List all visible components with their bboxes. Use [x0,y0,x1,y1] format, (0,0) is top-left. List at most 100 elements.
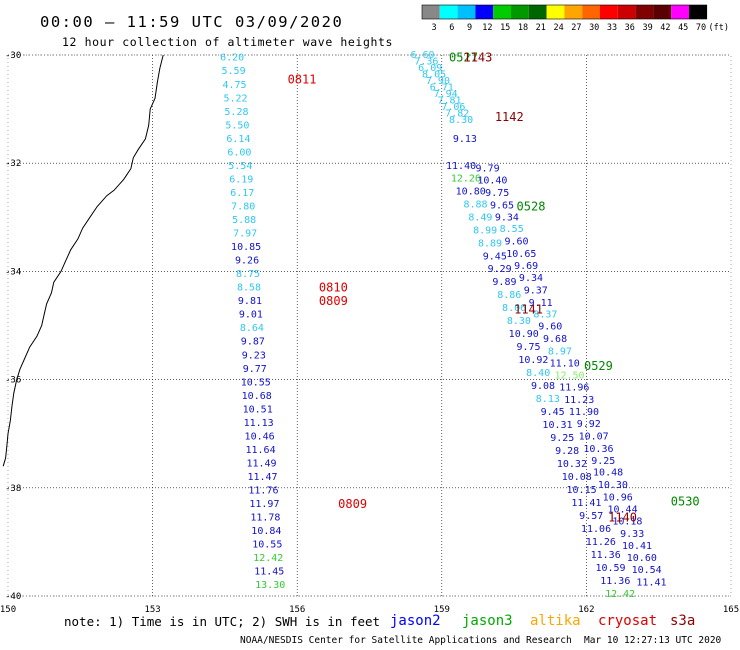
pass-time-label: 0528 [517,199,546,213]
wave-height-label: 6.19 [229,174,253,185]
pass-time-label: 1141 [514,302,543,316]
wave-height-label: 11.36 [600,576,630,587]
pass-time-label: 1140 [608,511,637,525]
scale-swatch [600,5,618,19]
wave-height-label: 7.81 [437,95,461,106]
wave-height-label: 5.59 [222,66,246,77]
wave-height-label: 9.08 [531,381,555,392]
scale-label: 15 [500,23,510,33]
scale-frame [421,4,708,20]
wave-height-label: 9.69 [514,261,538,272]
scale-swatch [493,5,511,19]
wave-height-label: 9.33 [620,529,644,540]
wave-height-label: 6.20 [220,53,244,64]
scale-swatch [528,5,547,19]
x-tick-label: 150 [0,605,16,615]
wave-height-label: 7.80 [231,201,255,212]
wave-height-label: 9.45 [483,251,507,262]
wave-height-label: 8.49 [468,212,492,223]
wave-height-label: 9.29 [488,264,512,275]
wave-height-label: 7.94 [434,89,458,100]
wave-height-label: 8.06 [502,303,526,314]
wave-height-label: 9.68 [543,334,567,345]
wave-height-label: 9.60 [538,322,562,333]
pass-time-label: 1143 [463,51,492,65]
wave-height-label: 9.75 [485,188,509,199]
scale-label: 3 [431,23,436,33]
wave-height-label: 7.36 [414,56,438,67]
wave-height-label: 5.50 [225,120,249,131]
wave-height-label: 8.75 [236,269,260,280]
wave-height-label: 9.60 [504,237,528,248]
legend-jason3: jason3 [462,613,513,629]
wave-height-label: 6.09 [418,63,442,74]
wave-height-label: 11.76 [248,486,278,497]
wave-height-label: 8.55 [500,224,524,235]
wave-height-label: 10.85 [231,242,261,253]
scale-swatch [635,5,654,19]
pass-time-label: 0527 [449,51,478,65]
wave-height-label: 9.92 [577,419,601,430]
wave-height-label: 5.22 [223,93,247,104]
wave-height-label: 10.07 [579,431,609,442]
scale-label: 45 [678,23,688,33]
wave-height-label: 9.75 [517,342,541,353]
wave-height-label: 10.84 [251,526,281,537]
y-tick-label: -38 [5,484,21,494]
scale-swatch [671,5,689,19]
wave-height-label: 10.15 [567,485,597,496]
scale-label: 39 [642,23,652,33]
wave-height-label: 8.30 [449,115,473,126]
wave-height-label: 11.97 [249,499,279,510]
x-tick-label: 165 [723,605,739,615]
wave-height-label: 11.36 [591,550,621,561]
wave-height-label: 5.88 [232,215,256,226]
wave-height-label: 7.90 [426,76,450,87]
wave-height-label: 4.75 [222,80,246,91]
wave-height-label: 10.59 [595,563,625,574]
y-tick-label: -32 [5,159,21,169]
scale-swatch [511,5,529,19]
wave-height-label: 10.96 [603,493,633,504]
wave-height-label: 10.90 [509,329,539,340]
wave-height-label: 8.37 [533,310,557,321]
wave-height-label: 11.13 [244,418,274,429]
scale-label: 42 [660,23,670,33]
y-tick-label: -34 [5,267,21,277]
legend-s3a: s3a [670,613,695,629]
wave-height-label: 10.30 [598,480,628,491]
wave-height-label: 9.11 [529,298,553,309]
wave-height-label: 12.26 [451,173,481,184]
wave-height-label: 11.45 [254,567,284,578]
scale-label: 30 [589,23,599,33]
scale-label: 33 [607,23,617,33]
wave-height-label: 9.34 [495,212,519,223]
wave-height-label: 7.97 [233,229,257,240]
axis-ticks: 150 153 156 159 162 165 -30 -32 -34 -36 -38 -40 [0,51,739,615]
y-tick-label: -36 [5,376,21,386]
scale-swatch [457,5,476,19]
wave-height-label: 10.41 [622,541,652,552]
wave-height-label: 6.00 [227,147,251,158]
legend-jason2: jason2 [390,613,441,629]
wave-height-label: 9.89 [492,277,516,288]
wave-height-label: 10.54 [632,565,662,576]
wave-height-label: 8.86 [497,290,521,301]
wave-height-label: 9.13 [453,134,477,145]
wave-height-label: 8.88 [463,199,487,210]
wave-height-label: 10.65 [506,249,536,260]
x-tick-label: 162 [578,605,594,615]
wave-height-label: 11.10 [550,358,580,369]
scale-swatch [546,5,565,19]
scale-swatch [689,5,707,19]
generated-timestamp: Mar 10 12:27:13 UTC 2020 [584,635,722,646]
wave-height-label: 10.55 [241,377,271,388]
wave-height-label: 10.80 [456,186,486,197]
wave-height-label: 11.49 [246,458,276,469]
wave-height-label: 11.78 [250,513,280,524]
wave-height-label: 12.50 [554,370,584,381]
wave-height-label: 9.87 [241,337,265,348]
scale-label: 21 [536,23,546,33]
scale-label: 70 [696,23,706,33]
